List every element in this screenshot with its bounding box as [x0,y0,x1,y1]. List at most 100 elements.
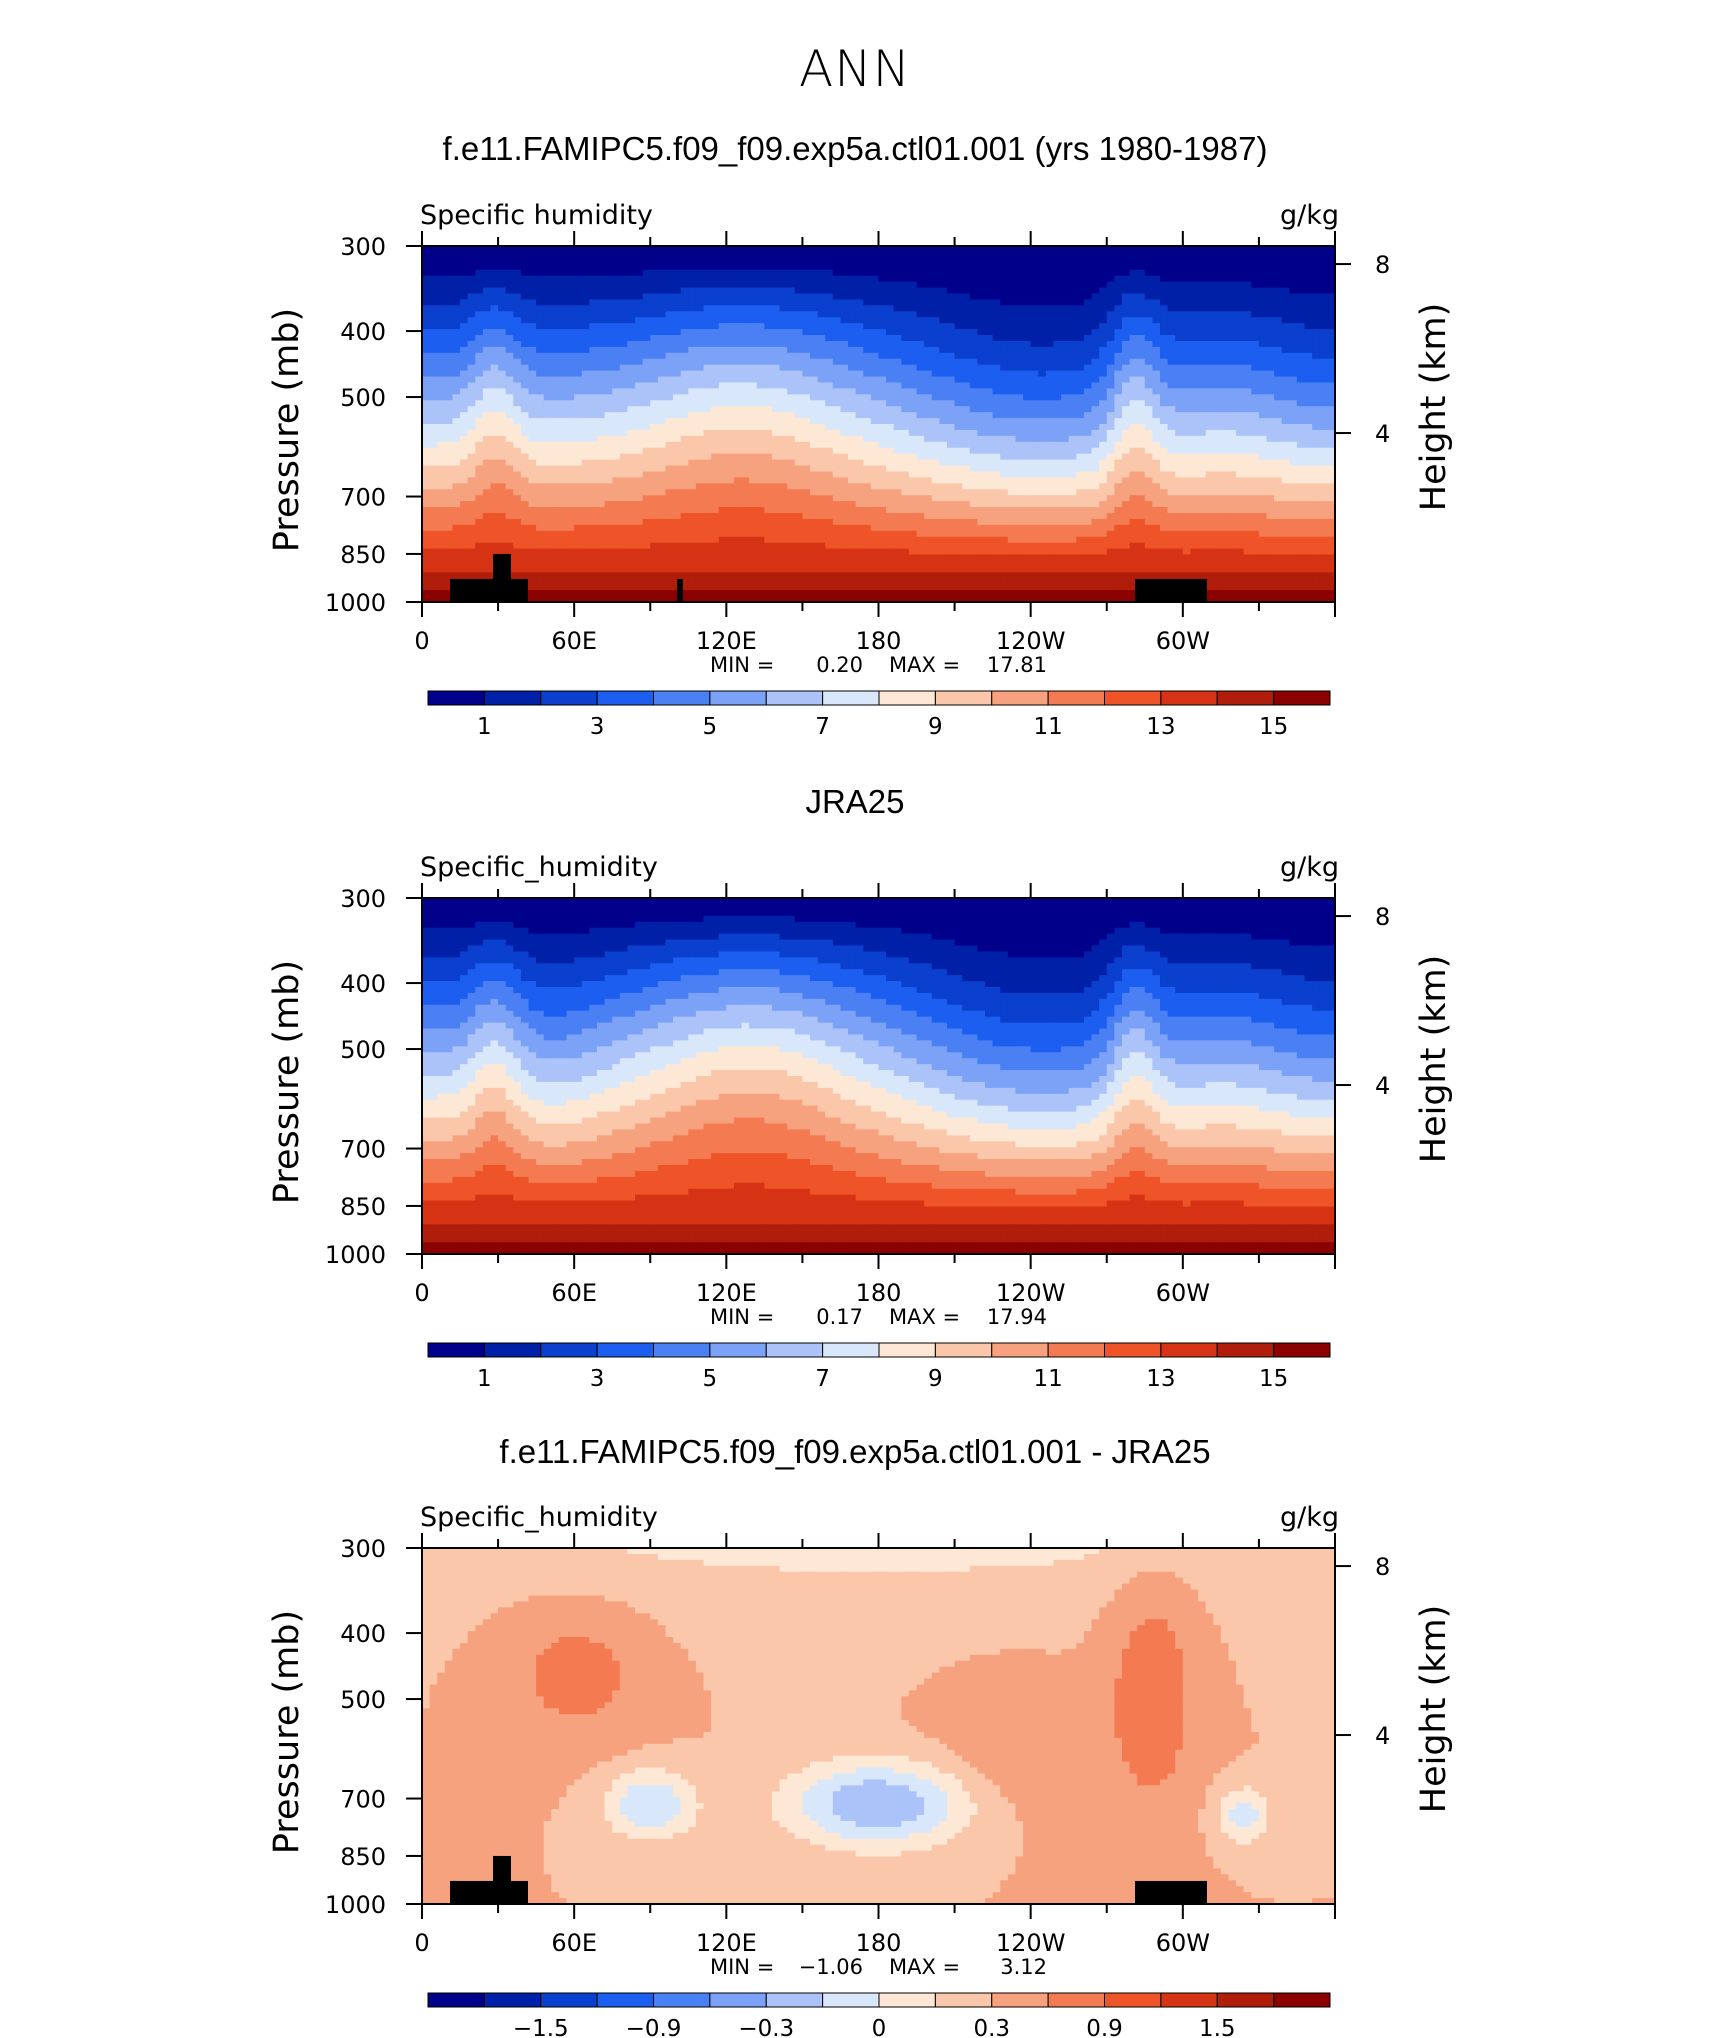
contour-cell [787,257,796,265]
contour-cell [962,412,971,419]
contour-cell [680,346,689,354]
contour-cell [855,524,864,532]
contour-cell [422,394,431,401]
contour-cell [422,340,431,348]
contour-cell [673,388,682,395]
contour-cell [802,495,811,502]
contour-cell [695,441,705,449]
contour-cell [650,370,659,378]
contour-cell [810,483,819,490]
contour-cell [520,281,530,289]
contour-cell [749,489,758,496]
contour-cell [635,323,644,330]
contour-cell [1000,340,1009,348]
contour-cell [673,305,682,312]
contour-cell [528,323,537,330]
contour-cell [1015,477,1024,484]
contour-cell [711,536,720,544]
contour-cell [467,513,476,520]
contour-cell [650,400,659,407]
contour-cell [939,394,948,401]
contour-cell [749,400,758,407]
contour-cell [711,400,720,407]
contour-cell [513,335,522,342]
contour-cell [505,388,514,395]
contour-cell [422,435,431,443]
contour-cell [825,305,834,312]
contour-cell [1007,406,1017,413]
contour-cell [870,596,880,603]
contour-cell [832,406,842,413]
contour-cell [810,471,819,478]
contour-cell [908,518,918,526]
contour-cell [703,596,712,603]
contour-cell [794,299,804,306]
contour-cell [627,275,636,283]
contour-cell [1007,394,1017,401]
contour-cell [490,370,499,378]
contour-cell [718,465,727,473]
contour-cell [855,299,864,306]
contour-cell [908,560,918,567]
contour-cell [863,471,872,478]
contour-cell [779,382,788,389]
contour-cell [1015,578,1024,585]
contour-cell [680,388,689,395]
contour-cell [657,424,667,431]
contour-cell [832,554,842,562]
contour-cell [444,507,454,514]
contour-cell [460,376,469,384]
contour-cell [985,246,994,253]
contour-cell [741,465,750,473]
contour-cell [962,483,971,490]
contour-cell [901,269,910,277]
contour-cell [848,329,857,336]
contour-cell [848,299,857,306]
contour-cell [528,495,537,502]
contour-cell [787,501,796,508]
contour-cell [1045,275,1055,283]
contour-cell [490,530,499,538]
contour-cell [908,572,918,579]
contour-cell [581,275,590,283]
contour-cell [749,507,758,514]
contour-cell [1045,578,1055,585]
contour-cell [604,287,613,295]
contour-cell [505,269,514,277]
contour-cell [536,246,545,253]
contour-cell [787,513,796,520]
contour-cell [551,257,560,265]
contour-cell [886,566,895,573]
contour-cell [771,501,781,508]
contour-cell [893,424,902,431]
contour-cell [939,352,948,360]
contour-cell [467,281,476,289]
contour-cell [566,495,575,502]
contour-cell [771,340,781,348]
contour-cell [650,293,659,300]
contour-cell [452,317,461,324]
contour-cell [1038,281,1047,289]
contour-cell [985,269,994,277]
contour-cell [581,590,590,597]
contour-cell [787,246,796,253]
contour-cell [893,536,902,544]
contour-cell [1045,246,1055,253]
contour-cell [969,572,979,579]
contour-cell [711,560,720,567]
contour-cell [650,489,659,496]
contour-cell [756,246,765,253]
contour-cell [642,596,651,603]
contour-cell [1023,435,1032,443]
contour-cell [642,530,651,538]
contour-cell [855,257,864,265]
contour-cell [657,263,667,271]
contour-cell [688,465,697,473]
contour-cell [711,376,720,384]
contour-cell [985,572,994,579]
contour-cell [764,257,773,265]
contour-cell [878,287,887,295]
contour-cell [946,435,956,443]
contour-cell [581,424,590,431]
contour-cell [977,524,986,532]
